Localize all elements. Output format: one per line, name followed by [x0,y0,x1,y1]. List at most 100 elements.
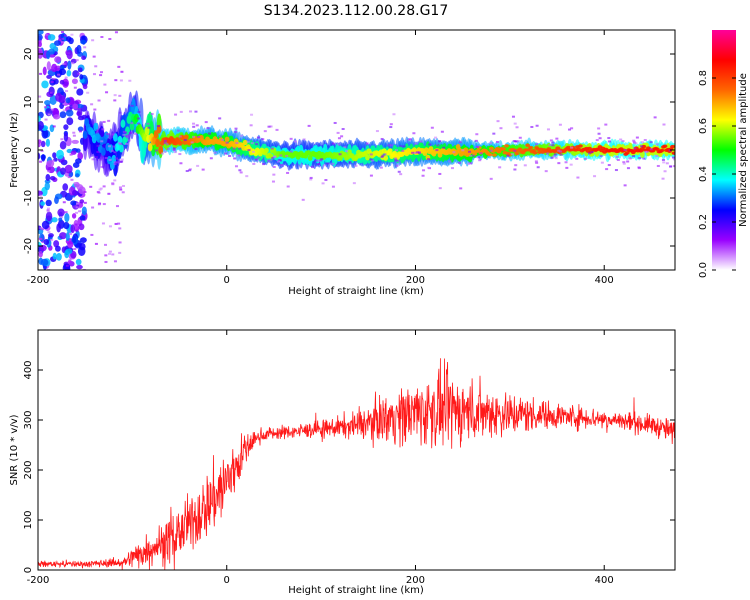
halo-speck [498,166,502,169]
halo-speck [302,138,306,141]
noise-speck [91,158,95,161]
halo-speck [280,164,284,167]
halo-speck [438,140,442,143]
halo-speck [196,164,200,167]
noise-blob [38,115,41,123]
halo-speck [154,149,158,152]
noise-speck [118,94,122,97]
halo-speck [553,153,557,156]
halo-speck [523,164,527,167]
halo-speck [546,152,550,155]
ridge-cell [670,144,675,149]
noise-blob [58,217,63,222]
halo-speck [317,163,321,166]
noise-speck [121,191,125,194]
halo-speck [380,155,384,158]
noise-speck [62,62,66,65]
noise-blob [80,39,87,45]
halo-speck [104,156,108,159]
halo-speck [325,162,329,165]
spectrogram-marks [38,30,675,270]
halo-speck [559,153,563,156]
halo-speck [394,157,398,160]
noise-blob [46,50,51,60]
halo-speck [549,139,553,142]
halo-speck [628,157,632,160]
snr-y-label: SNR (10 * v/v) [9,414,20,485]
ridge-cell [488,146,494,151]
snr-series-line [38,358,675,570]
figure-title: S134.2023.112.00.28.G17 [264,3,449,19]
noise-speck [94,65,98,68]
noise-blob [75,258,82,266]
noise-speck [119,188,123,191]
halo-speck [276,160,280,163]
noise-blob [79,199,85,204]
halo-speck [597,127,601,130]
noise-speck [75,59,79,62]
halo-speck [188,168,192,171]
halo-speck [110,149,114,152]
noise-blob [77,107,83,118]
halo-speck [218,135,222,138]
noise-speck [104,254,108,257]
colorbar-tick-label: 0.8 [698,70,709,86]
halo-speck [206,127,210,130]
halo-speck [190,141,194,144]
halo-speck [469,154,473,157]
noise-speck [61,41,65,44]
halo-speck [194,148,198,151]
halo-speck [655,154,659,157]
halo-speck [548,144,552,147]
halo-speck [510,153,514,156]
noise-speck [39,194,43,197]
halo-speck [354,164,358,167]
noise-blob [58,95,66,104]
halo-speck [467,162,471,165]
noise-speck [73,86,77,89]
x-tick-label: 400 [595,275,614,286]
noise-blob [57,208,65,217]
noise-speck [67,176,71,179]
noise-speck [108,250,112,253]
noise-blob [69,104,74,110]
halo-speck [218,117,222,120]
y-tick-label: 300 [23,410,34,429]
halo-speck [370,159,374,162]
halo-speck [600,161,604,164]
noise-blob [77,126,84,132]
halo-speck [369,174,373,177]
ridge-cell [144,126,150,136]
halo-speck [221,138,225,141]
colorbar-tick-label: 0.0 [698,262,709,278]
noise-blob [81,206,87,216]
halo-speck [558,123,562,126]
halo-speck [343,146,347,149]
halo-speck [340,135,344,138]
noise-speck [50,81,54,84]
halo-speck [100,140,104,143]
halo-speck [194,110,198,113]
noise-blob [79,74,84,80]
halo-speck [661,158,665,161]
halo-speck [119,160,123,163]
noise-speck [64,211,68,214]
noise-speck [119,79,123,82]
noise-speck [104,243,108,246]
noise-speck [76,202,80,205]
halo-speck [270,147,274,150]
halo-speck [309,176,313,179]
halo-speck [643,138,647,141]
halo-speck [195,124,199,127]
colorbar-tick-label: 0.4 [698,166,709,182]
ridge-cell [119,144,124,153]
halo-speck [113,151,117,154]
snr-x-label: Height of straight line (km) [288,585,424,596]
halo-speck [279,154,283,157]
noise-blob [38,34,43,41]
noise-speck [67,52,71,55]
halo-speck [238,147,242,150]
halo-speck [137,117,141,120]
ridge-cell [383,155,389,161]
ridge-cell [671,151,675,155]
